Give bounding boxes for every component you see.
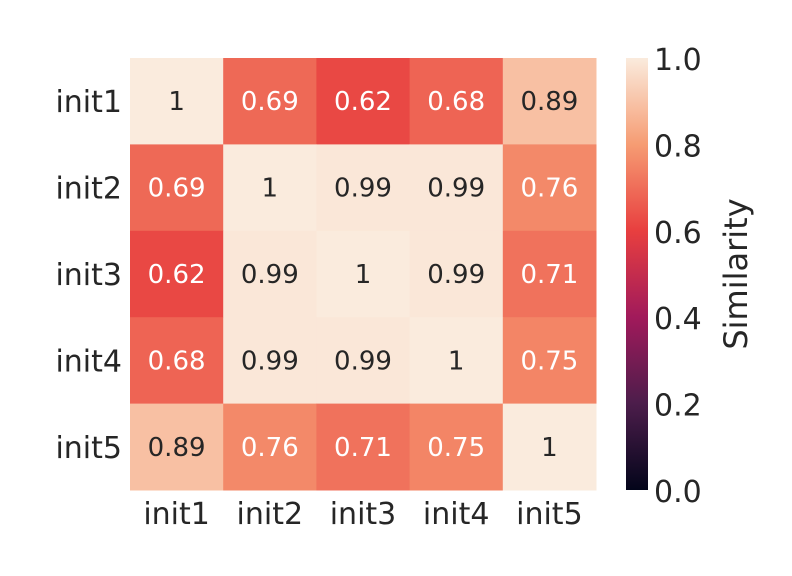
heatmap-cell-r4-c2 bbox=[223, 317, 317, 405]
cell-value-r2-c1: 0.69 bbox=[148, 174, 206, 204]
heatmap-cell-r3-c4 bbox=[409, 230, 504, 318]
cell-value-r5-c5: 1 bbox=[541, 433, 558, 463]
heatmap-cell-r2-c2 bbox=[223, 144, 317, 232]
colorbar-tick-labels: 0.0 0.2 0.4 0.6 0.8 1.0 bbox=[654, 43, 702, 510]
cell-value-r1-c5: 0.89 bbox=[520, 87, 578, 117]
heatmap-cell-r3-c3 bbox=[316, 230, 411, 318]
colorbar-tick-label: 0.8 bbox=[654, 129, 702, 164]
x-tick-label: init5 bbox=[516, 497, 583, 532]
cell-value-r4-c2: 0.99 bbox=[241, 346, 299, 376]
cell-value-r3-c3: 1 bbox=[355, 260, 372, 290]
cell-value-r5-c1: 0.89 bbox=[148, 433, 206, 463]
colorbar-label: Similarity bbox=[717, 198, 755, 349]
heatmap-cell-r2-c4 bbox=[409, 144, 504, 232]
cell-value-r1-c1: 1 bbox=[168, 87, 185, 117]
heatmap-annotations: 1 0.69 0.62 0.68 0.89 0.69 1 0.99 0.99 0.76 0.62 0.… bbox=[148, 87, 579, 463]
heatmap-cell-r3-c1 bbox=[130, 230, 224, 318]
heatmap-cell-r4-c1 bbox=[130, 317, 224, 405]
y-tick-label: init5 bbox=[55, 431, 122, 466]
heatmap-cell-r1-c4 bbox=[409, 58, 504, 145]
colorbar bbox=[626, 58, 648, 490]
heatmap-cell-r2-c5 bbox=[502, 144, 597, 232]
colorbar-tick-label: 0.4 bbox=[654, 302, 702, 337]
heatmap-cell-r5-c4 bbox=[409, 403, 504, 491]
colorbar-tick-label: 1.0 bbox=[654, 43, 702, 78]
cell-value-r4-c5: 0.75 bbox=[520, 346, 578, 376]
cell-value-r2-c3: 0.99 bbox=[334, 174, 392, 204]
x-tick-labels: init1 init2 init3 init4 init5 bbox=[143, 497, 582, 532]
heatmap-cell-r1-c1 bbox=[130, 58, 224, 145]
cell-value-r5-c3: 0.71 bbox=[334, 433, 392, 463]
heatmap-cell-r4-c5 bbox=[502, 317, 597, 405]
y-tick-label: init2 bbox=[55, 172, 122, 207]
cell-value-r3-c1: 0.62 bbox=[148, 260, 206, 290]
y-tick-labels: init1 init2 init3 init4 init5 bbox=[55, 85, 122, 466]
heatmap-cell-r5-c3 bbox=[316, 403, 411, 491]
cell-value-r2-c5: 0.76 bbox=[520, 174, 578, 204]
cell-value-r1-c2: 0.69 bbox=[241, 87, 299, 117]
heatmap-cell-r2-c3 bbox=[316, 144, 411, 232]
heatmap-cell-r1-c2 bbox=[223, 58, 317, 145]
x-tick-label: init4 bbox=[423, 497, 490, 532]
cell-value-r1-c3: 0.62 bbox=[334, 87, 392, 117]
x-tick-label: init1 bbox=[143, 497, 210, 532]
heatmap-cell-r5-c2 bbox=[223, 403, 317, 491]
heatmap-cell-r5-c5 bbox=[502, 403, 597, 491]
cell-value-r4-c4: 1 bbox=[448, 346, 465, 376]
cell-value-r1-c4: 0.68 bbox=[427, 87, 485, 117]
x-tick-label: init2 bbox=[237, 497, 304, 532]
cell-value-r2-c4: 0.99 bbox=[427, 174, 485, 204]
colorbar-tick-label: 0.6 bbox=[654, 216, 702, 251]
cell-value-r5-c2: 0.76 bbox=[241, 433, 299, 463]
heatmap-cell-r2-c1 bbox=[130, 144, 224, 232]
colorbar-tick-label: 0.2 bbox=[654, 389, 702, 424]
cell-value-r3-c2: 0.99 bbox=[241, 260, 299, 290]
cell-value-r3-c4: 0.99 bbox=[427, 260, 485, 290]
x-tick-label: init3 bbox=[330, 497, 397, 532]
cell-value-r4-c1: 0.68 bbox=[148, 346, 206, 376]
y-tick-label: init3 bbox=[55, 258, 122, 293]
heatmap-cells bbox=[130, 58, 597, 491]
heatmap-cell-r5-c1 bbox=[130, 403, 224, 491]
heatmap-cell-r1-c5 bbox=[502, 58, 597, 145]
heatmap-cell-r4-c3 bbox=[316, 317, 411, 405]
y-tick-label: init4 bbox=[55, 344, 122, 379]
heatmap-cell-r4-c4 bbox=[409, 317, 504, 405]
heatmap-cell-r1-c3 bbox=[316, 58, 411, 145]
heatmap-cell-r3-c5 bbox=[502, 230, 597, 318]
heatmap-cell-r3-c2 bbox=[223, 230, 317, 318]
cell-value-r3-c5: 0.71 bbox=[520, 260, 578, 290]
cell-value-r5-c4: 0.75 bbox=[427, 433, 485, 463]
colorbar-tick-label: 0.0 bbox=[654, 475, 702, 510]
cell-value-r4-c3: 0.99 bbox=[334, 346, 392, 376]
cell-value-r2-c2: 1 bbox=[262, 174, 279, 204]
y-tick-label: init1 bbox=[55, 85, 122, 120]
